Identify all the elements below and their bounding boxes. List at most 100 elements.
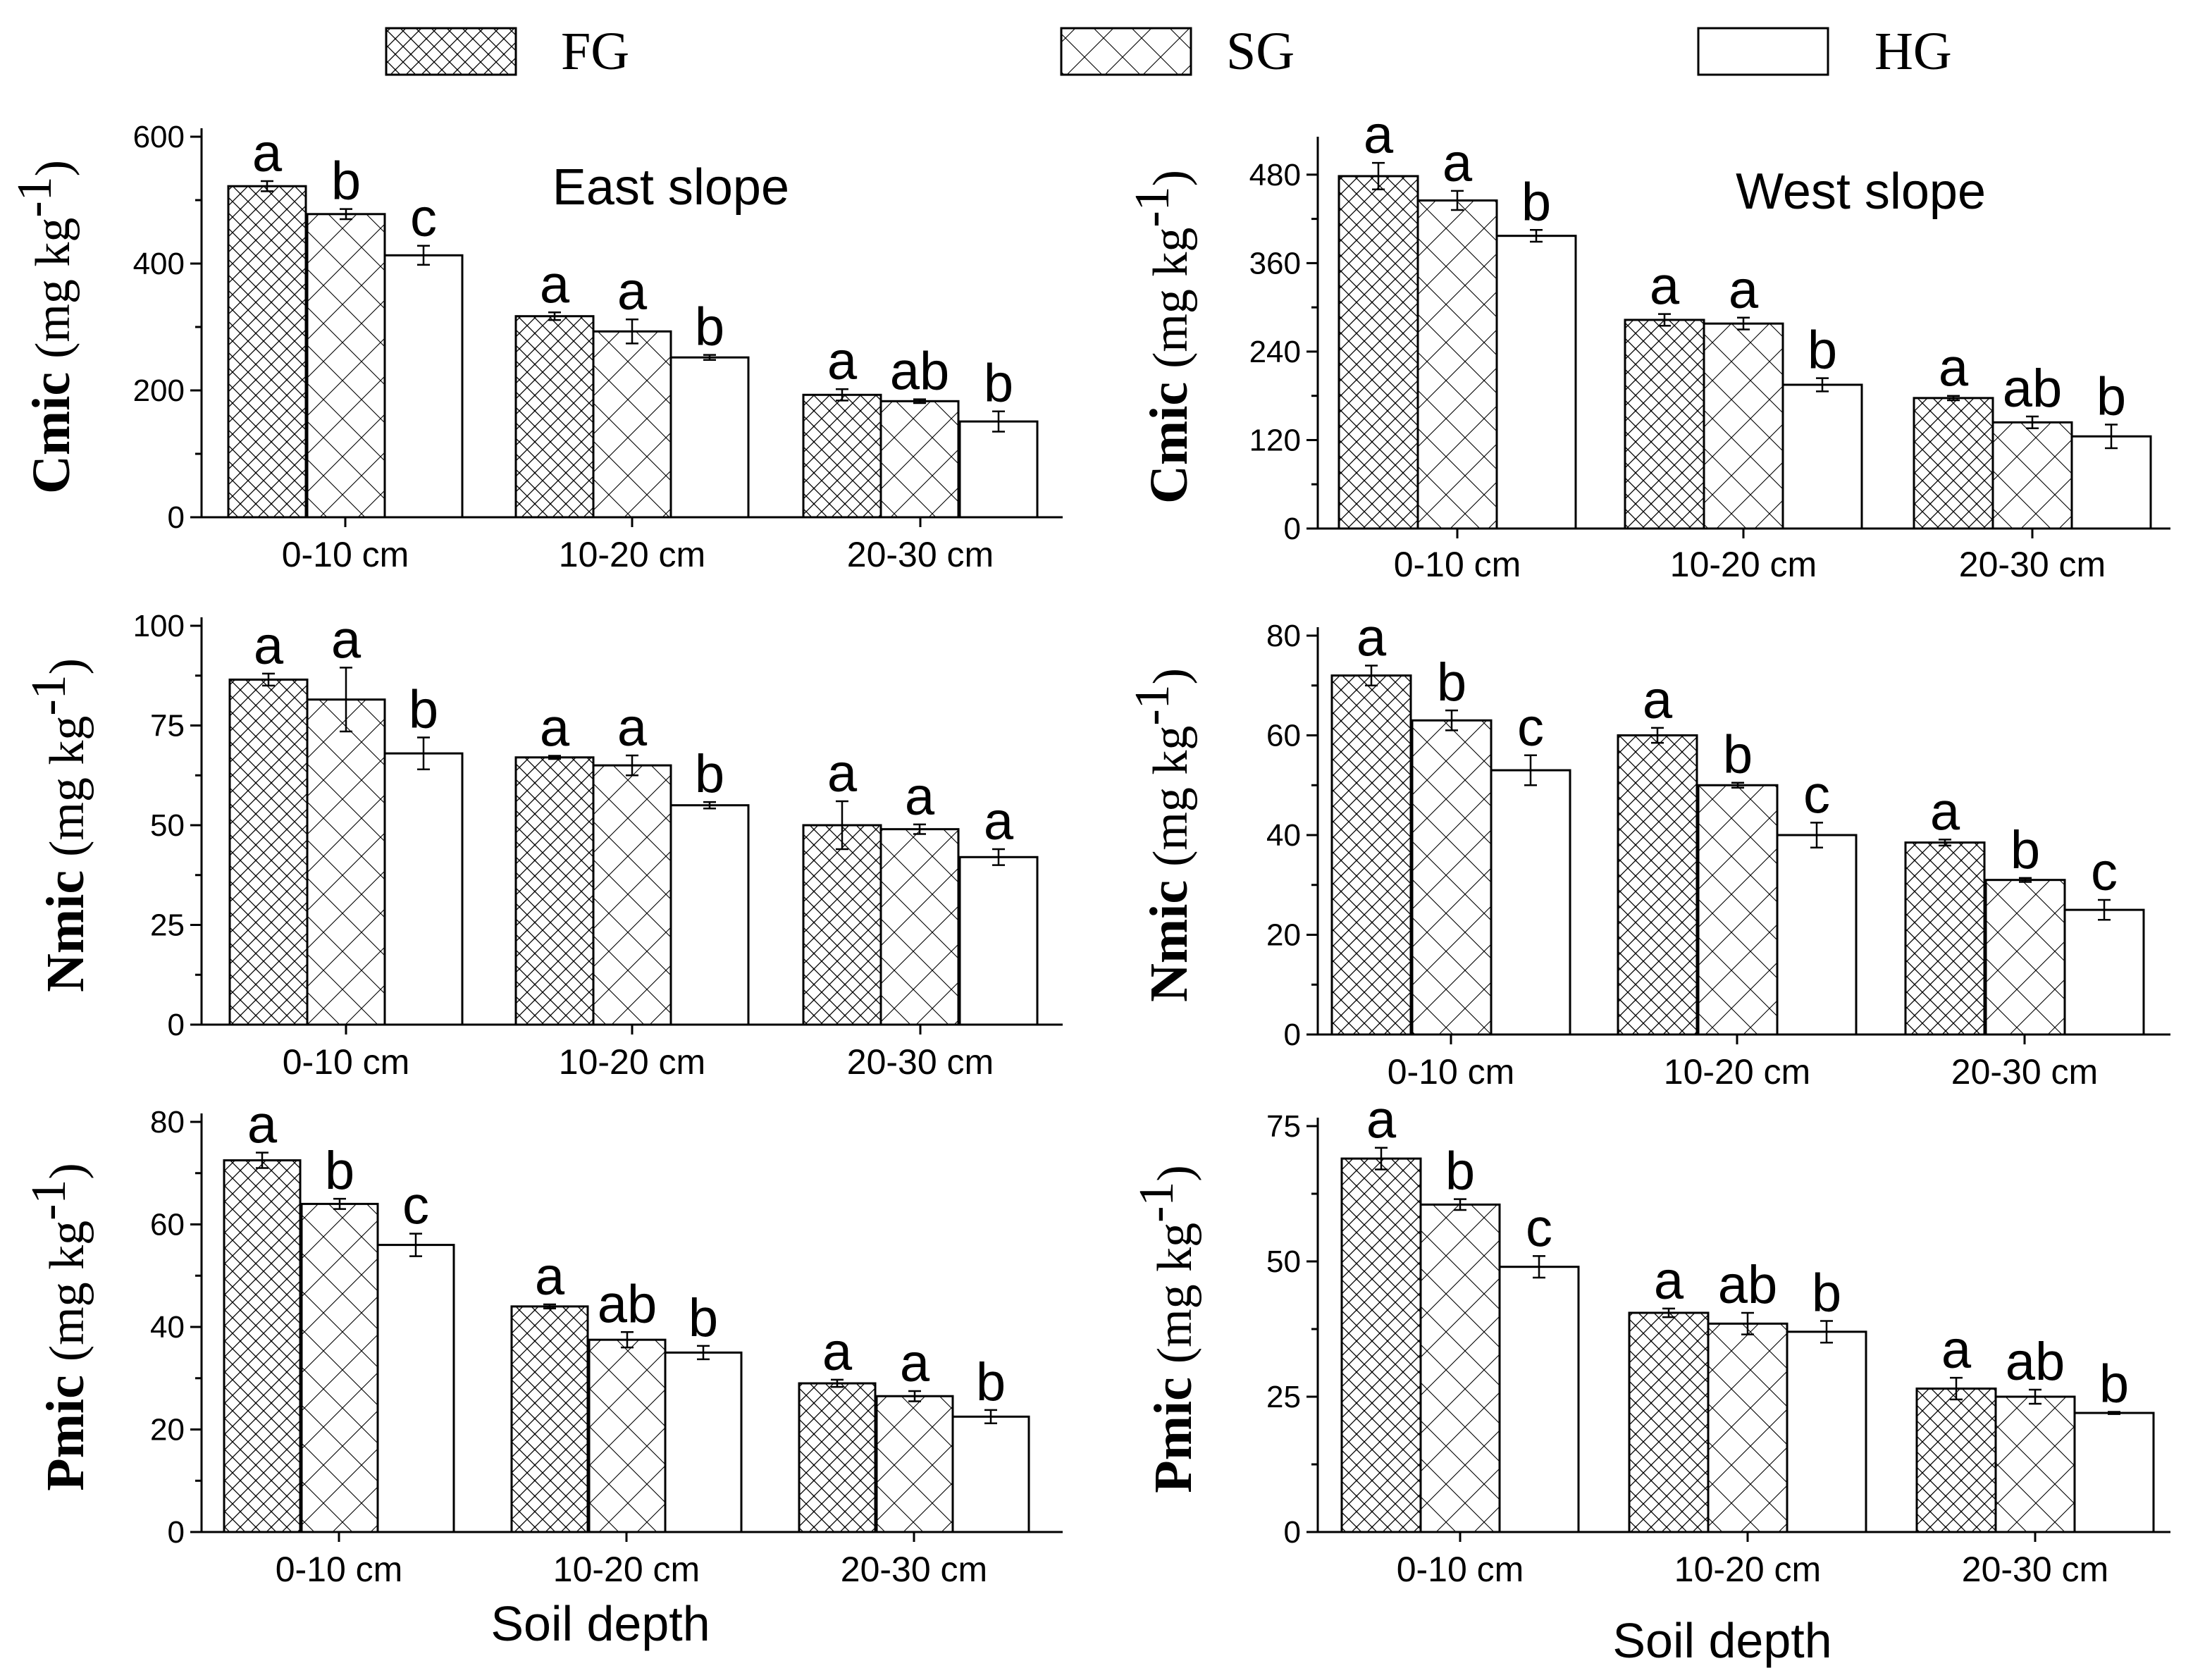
error-bar bbox=[1939, 839, 1951, 847]
error-bar bbox=[992, 410, 1005, 433]
bar-sg-3 bbox=[1994, 1395, 2076, 1533]
error-bar bbox=[340, 208, 352, 221]
significance-label: a bbox=[540, 698, 570, 758]
error-bar bbox=[548, 755, 561, 760]
significance-label: a bbox=[252, 123, 283, 183]
bar-sg-2 bbox=[592, 764, 672, 1026]
significance-label: b bbox=[1445, 1142, 1475, 1202]
error-bar bbox=[417, 245, 430, 266]
significance-label: b bbox=[984, 354, 1013, 414]
significance-label: a bbox=[1366, 1090, 1397, 1150]
bar-sg-2 bbox=[1703, 322, 1784, 530]
bar-hg-1 bbox=[1495, 235, 1577, 530]
error-bar bbox=[913, 398, 926, 404]
significance-label: b bbox=[2010, 820, 2040, 880]
bar-hg-1 bbox=[1490, 769, 1571, 1036]
bar-sg-3 bbox=[879, 828, 960, 1026]
x-tick-label: 10-20 cm bbox=[1670, 545, 1817, 584]
y-tick-label: 20 bbox=[150, 1413, 185, 1447]
y-tick-label: 0 bbox=[1284, 1515, 1301, 1550]
significance-label: a bbox=[827, 331, 858, 391]
legend-swatch-sg bbox=[1060, 27, 1192, 76]
significance-label: a bbox=[905, 767, 935, 827]
error-bar bbox=[1365, 665, 1378, 686]
error-bar bbox=[984, 1409, 997, 1425]
bar-hg-3 bbox=[951, 1415, 1030, 1533]
y-tick-label: 25 bbox=[1266, 1380, 1301, 1414]
bar-hg-1 bbox=[383, 254, 464, 519]
significance-label: c bbox=[1526, 1198, 1552, 1258]
bar-sg-1 bbox=[300, 1202, 379, 1533]
significance-label: a bbox=[1654, 1251, 1684, 1311]
significance-label: b bbox=[1723, 725, 1753, 785]
y-tick-label: 75 bbox=[150, 709, 185, 743]
bar-fg-3 bbox=[798, 1382, 877, 1533]
y-tick-label: 40 bbox=[1266, 818, 1301, 853]
error-bar bbox=[261, 180, 273, 192]
x-tick-label: 0-10 cm bbox=[276, 1550, 403, 1589]
bar-sg-3 bbox=[1984, 879, 2066, 1036]
y-tick-label: 20 bbox=[1266, 918, 1301, 953]
bar-fg-1 bbox=[228, 678, 309, 1026]
significance-label: ab bbox=[1718, 1255, 1778, 1315]
significance-label: c bbox=[2091, 842, 2118, 902]
y-axis-label: Nmic (mg kg-1) bbox=[22, 658, 95, 992]
error-bar bbox=[1445, 709, 1458, 731]
y-axis-label: Cmic (mg kg-1) bbox=[1125, 170, 1199, 504]
bar-fg-1 bbox=[1340, 1157, 1422, 1533]
y-tick-label: 200 bbox=[133, 373, 185, 408]
slope-annotation: East slope bbox=[552, 159, 789, 216]
error-bar bbox=[913, 823, 926, 835]
bar-fg-3 bbox=[1915, 1387, 1997, 1533]
bar-sg-2 bbox=[1707, 1322, 1789, 1533]
error-bar bbox=[1524, 754, 1537, 786]
significance-label: a bbox=[535, 1247, 565, 1307]
significance-label: ab bbox=[2003, 359, 2063, 419]
error-bar bbox=[621, 1331, 634, 1349]
bar-fg-1 bbox=[227, 185, 307, 519]
bar-hg-2 bbox=[1776, 834, 1858, 1036]
significance-label: a bbox=[1650, 257, 1680, 316]
error-bar bbox=[1741, 1311, 1754, 1335]
error-bar bbox=[1950, 1376, 1963, 1401]
x-tick-label: 20-30 cm bbox=[1951, 1052, 2098, 1092]
error-bar bbox=[1375, 1147, 1388, 1171]
error-bar bbox=[836, 800, 848, 851]
x-tick-label: 0-10 cm bbox=[1388, 1052, 1515, 1092]
x-tick-label: 20-30 cm bbox=[847, 535, 994, 574]
significance-label: b bbox=[976, 1352, 1006, 1412]
bar-fg-1 bbox=[1338, 175, 1419, 530]
error-bar bbox=[2026, 415, 2039, 429]
y-tick-label: 240 bbox=[1249, 335, 1301, 369]
significance-label: c bbox=[410, 188, 437, 248]
bar-hg-3 bbox=[958, 420, 1039, 519]
y-tick-label: 0 bbox=[168, 1515, 185, 1550]
legend: FG SG HG bbox=[385, 22, 1952, 81]
legend-item-hg: HG bbox=[1697, 22, 1952, 81]
error-bar bbox=[2098, 898, 2111, 921]
error-bar bbox=[2019, 877, 2032, 883]
significance-label: ab bbox=[890, 342, 950, 402]
significance-label: a bbox=[254, 616, 284, 676]
error-bar bbox=[1947, 395, 1960, 402]
error-bar bbox=[703, 801, 716, 810]
error-bar bbox=[2029, 1388, 2041, 1405]
error-bar bbox=[1737, 316, 1750, 331]
significance-label: b bbox=[331, 152, 361, 211]
error-bar bbox=[908, 1390, 921, 1402]
y-tick-label: 50 bbox=[1266, 1244, 1301, 1279]
bar-sg-2 bbox=[588, 1338, 667, 1533]
x-tick-label: 10-20 cm bbox=[1674, 1550, 1821, 1589]
significance-label: a bbox=[331, 610, 362, 669]
y-tick-label: 60 bbox=[150, 1208, 185, 1242]
bar-fg-3 bbox=[802, 824, 882, 1026]
bar-hg-2 bbox=[1786, 1330, 1867, 1533]
x-axis-title-right: Soil depth bbox=[1612, 1613, 1831, 1668]
bar-sg-2 bbox=[1697, 784, 1779, 1036]
bar-hg-2 bbox=[664, 1351, 743, 1533]
significance-label: a bbox=[1941, 1320, 1972, 1380]
error-bar bbox=[1820, 1320, 1833, 1344]
